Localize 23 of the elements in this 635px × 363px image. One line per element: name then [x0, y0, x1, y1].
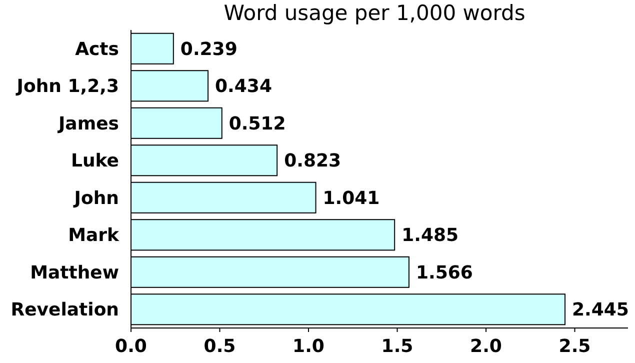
y-tick-label: Luke	[71, 150, 119, 172]
data-label: 2.445	[572, 300, 629, 321]
x-tick-label: 1.0	[292, 336, 324, 357]
y-tick-label: Mark	[68, 225, 120, 246]
x-tick-label: 2.0	[470, 336, 502, 357]
y-tick-label: Revelation	[10, 300, 119, 321]
y-tick-label: John 1,2,3	[14, 76, 119, 98]
data-label: 0.512	[228, 113, 286, 134]
data-label: 0.823	[284, 150, 342, 172]
y-tick-label: Matthew	[30, 262, 119, 284]
y-tick-label: James	[56, 113, 119, 134]
data-label: 1.041	[322, 188, 380, 209]
y-tick-label: Acts	[75, 38, 119, 60]
x-tick-label: 1.5	[381, 336, 414, 357]
data-label: 0.434	[215, 76, 272, 98]
x-tick-label: 2.5	[558, 336, 591, 357]
x-tick-label: 0.0	[115, 336, 147, 357]
chart-title: Word usage per 1,000 words	[224, 1, 526, 25]
data-label: 1.566	[416, 262, 473, 284]
y-tick-label: John	[72, 188, 119, 209]
data-label: 1.485	[402, 225, 459, 246]
data-label: 0.239	[180, 38, 238, 60]
x-tick-label: 0.5	[204, 336, 236, 357]
